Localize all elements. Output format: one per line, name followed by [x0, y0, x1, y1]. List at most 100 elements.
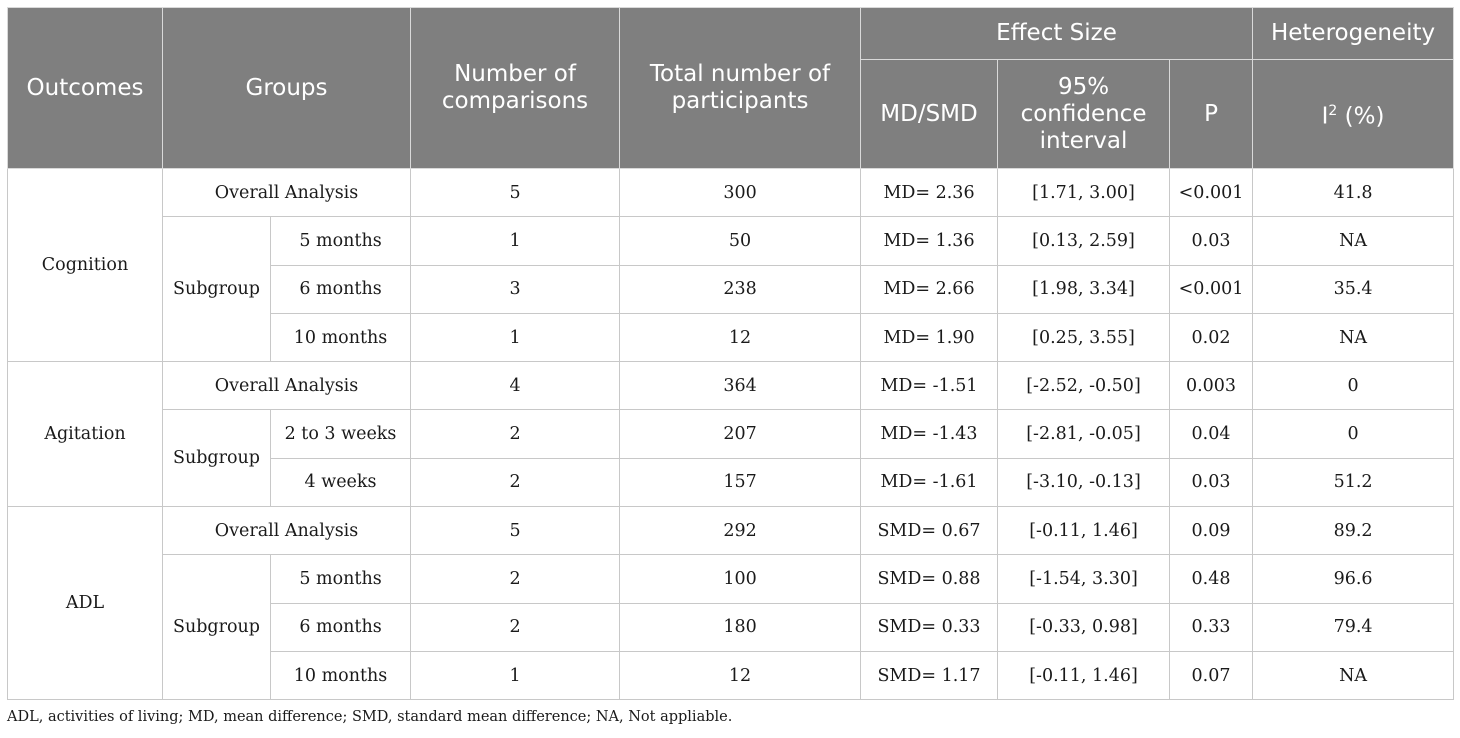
- p-cell: <0.001: [1169, 264, 1254, 314]
- results-table: Outcomes Groups Number of comparisons To…: [7, 7, 1455, 701]
- p-cell: 0.33: [1169, 602, 1254, 652]
- table-row: 4 weeks 2 157 MD= -1.61 [-3.10, -0.13] 0…: [8, 457, 1455, 508]
- subgroup-cell: 2 to 3 weeks: [269, 409, 412, 459]
- i2-cell: 51.2: [1252, 457, 1455, 508]
- participants-cell: 50: [619, 216, 862, 266]
- comparisons-cell: 2: [410, 409, 621, 459]
- effect-cell: SMD= 0.33: [860, 602, 999, 652]
- header-number-of-comparisons: Number of comparisons: [410, 7, 621, 169]
- table-footnote: ADL, activities of living; MD, mean diff…: [7, 709, 733, 725]
- table-row: ADL Overall Analysis 5 292 SMD= 0.67 [-0…: [7, 506, 1455, 701]
- header-effect-size: Effect Size: [860, 7, 1254, 60]
- group-cell: Overall Analysis: [161, 361, 412, 411]
- table-row: 10 months 1 12 SMD= 1.17 [-0.11, 1.46] 0…: [8, 650, 1455, 701]
- effect-cell: SMD= 1.17: [860, 650, 999, 701]
- table-row: 6 months 2 180 SMD= 0.33 [-0.33, 0.98] 0…: [8, 602, 1455, 652]
- table-row: Cognition Overall Analysis 5 300 MD= 2.3…: [7, 167, 1455, 363]
- ci-cell: [0.25, 3.55]: [997, 312, 1171, 363]
- effect-cell: SMD= 0.67: [860, 506, 999, 556]
- p-cell: 0.003: [1169, 361, 1254, 411]
- comparisons-cell: 4: [410, 361, 621, 411]
- i2-cell: 89.2: [1252, 506, 1455, 556]
- i2-cell: 96.6: [1252, 554, 1455, 604]
- header-p-value: P: [1169, 59, 1254, 169]
- subgroup-cell: 6 months: [269, 264, 412, 314]
- subgroup-cell: 5 months: [269, 554, 412, 604]
- ci-cell: [-0.33, 0.98]: [997, 602, 1171, 652]
- ci-cell: [-2.81, -0.05]: [997, 409, 1171, 459]
- group-cell: Overall Analysis: [161, 167, 412, 218]
- comparisons-cell: 2: [410, 554, 621, 604]
- header-i2: I2 (%): [1252, 59, 1455, 169]
- header-outcomes: Outcomes: [7, 7, 163, 169]
- group-cell: Subgroup: [162, 409, 271, 508]
- i2-cell: 35.4: [1252, 264, 1455, 314]
- participants-cell: 207: [619, 409, 862, 459]
- ci-cell: [1.71, 3.00]: [997, 167, 1171, 218]
- table-row: 10 months 1 12 MD= 1.90 [0.25, 3.55] 0.0…: [8, 312, 1455, 363]
- ci-cell: [1.98, 3.34]: [997, 264, 1171, 314]
- i2-cell: NA: [1252, 650, 1455, 701]
- p-cell: <0.001: [1169, 167, 1254, 218]
- ci-cell: [-0.11, 1.46]: [997, 650, 1171, 701]
- header-total-participants: Total number of participants: [619, 7, 862, 169]
- participants-cell: 12: [619, 650, 862, 701]
- outcome-cell: Cognition: [7, 167, 163, 363]
- group-cell: Subgroup: [162, 554, 271, 701]
- i2-cell: NA: [1252, 216, 1455, 266]
- i2-cell: 41.8: [1252, 167, 1455, 218]
- group-cell: Subgroup: [162, 216, 271, 363]
- participants-cell: 292: [619, 506, 862, 556]
- i2-cell: 79.4: [1252, 602, 1455, 652]
- ci-cell: [0.13, 2.59]: [997, 216, 1171, 266]
- p-cell: 0.03: [1169, 457, 1254, 508]
- subgroup-cell: 4 weeks: [269, 457, 412, 508]
- p-cell: 0.03: [1169, 216, 1254, 266]
- outcome-cell: Agitation: [7, 361, 163, 508]
- header-heterogeneity: Heterogeneity: [1252, 7, 1455, 60]
- participants-cell: 180: [619, 602, 862, 652]
- table-row: 6 months 3 238 MD= 2.66 [1.98, 3.34] <0.…: [8, 264, 1455, 314]
- group-cell: Overall Analysis: [161, 506, 412, 556]
- comparisons-cell: 1: [410, 650, 621, 701]
- comparisons-cell: 2: [410, 457, 621, 508]
- participants-cell: 12: [619, 312, 862, 363]
- subgroup-cell: 10 months: [269, 650, 412, 701]
- ci-cell: [-0.11, 1.46]: [997, 506, 1171, 556]
- effect-cell: MD= -1.51: [860, 361, 999, 411]
- subgroup-cell: 6 months: [269, 602, 412, 652]
- effect-cell: MD= 1.90: [860, 312, 999, 363]
- header-md-smd: MD/SMD: [860, 59, 999, 169]
- results-table-container: Outcomes Groups Number of comparisons To…: [7, 7, 1455, 701]
- header-row-1: Outcomes Groups Number of comparisons To…: [7, 7, 1455, 169]
- participants-cell: 100: [619, 554, 862, 604]
- header-row-2: MD/SMD 95% confidence interval P I2 (%): [8, 59, 1455, 169]
- table-row: Subgroup 5 months 1 50 MD= 1.36 [0.13, 2…: [8, 216, 1455, 363]
- effect-cell: MD= 2.66: [860, 264, 999, 314]
- ci-cell: [-2.52, -0.50]: [997, 361, 1171, 411]
- subgroup-cell: 5 months: [269, 216, 412, 266]
- participants-cell: 300: [619, 167, 862, 218]
- effect-cell: MD= -1.43: [860, 409, 999, 459]
- comparisons-cell: 3: [410, 264, 621, 314]
- i2-cell: NA: [1252, 312, 1455, 363]
- table-row: Subgroup 2 to 3 weeks 2 207 MD= -1.43 [-…: [8, 409, 1455, 508]
- i2-cell: 0: [1252, 409, 1455, 459]
- comparisons-cell: 1: [410, 216, 621, 266]
- header-groups: Groups: [161, 7, 412, 169]
- header-confidence-interval: 95% confidence interval: [997, 59, 1171, 169]
- subgroup-cell: 10 months: [269, 312, 412, 363]
- participants-cell: 364: [619, 361, 862, 411]
- table-row: Agitation Overall Analysis 4 364 MD= -1.…: [7, 361, 1455, 508]
- p-cell: 0.02: [1169, 312, 1254, 363]
- effect-cell: SMD= 0.88: [860, 554, 999, 604]
- comparisons-cell: 2: [410, 602, 621, 652]
- p-cell: 0.09: [1169, 506, 1254, 556]
- participants-cell: 238: [619, 264, 862, 314]
- comparisons-cell: 5: [410, 167, 621, 218]
- i2-cell: 0: [1252, 361, 1455, 411]
- comparisons-cell: 1: [410, 312, 621, 363]
- outcome-cell: ADL: [7, 506, 163, 701]
- p-cell: 0.04: [1169, 409, 1254, 459]
- p-cell: 0.48: [1169, 554, 1254, 604]
